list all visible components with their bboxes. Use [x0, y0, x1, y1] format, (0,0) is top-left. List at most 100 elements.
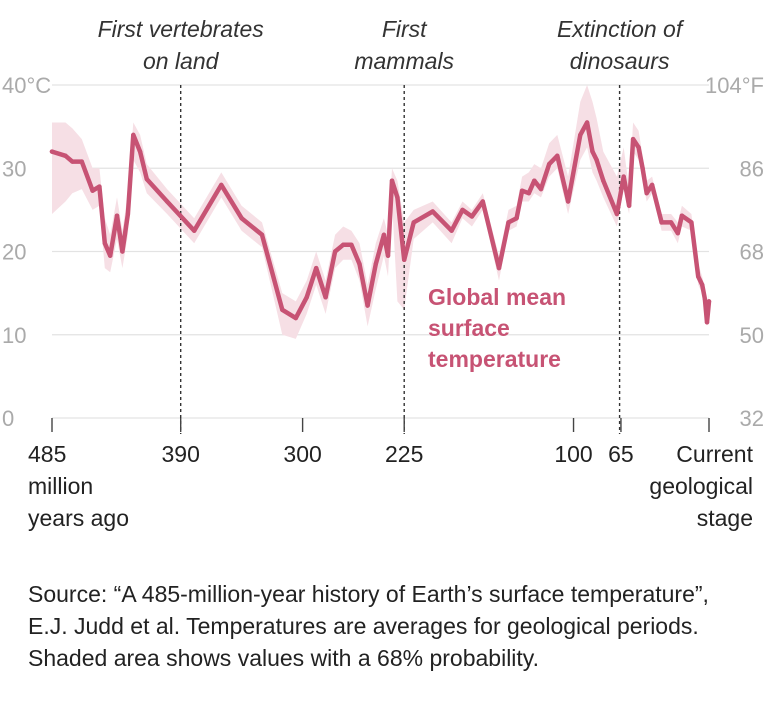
data-point-18: [259, 232, 265, 237]
data-point-28: [365, 303, 370, 308]
data-point-30: [381, 232, 387, 237]
x-tick-label-100-0: 100: [554, 441, 592, 467]
data-point-5: [97, 184, 102, 189]
y-tick-c-20: 20: [2, 240, 26, 265]
series-label-line-1: surface: [428, 315, 510, 341]
data-point-19: [280, 307, 285, 312]
data-point-67: [679, 213, 685, 218]
temperature-line: [49, 120, 712, 325]
data-point-68: [689, 220, 694, 225]
data-point-46: [532, 178, 537, 183]
data-point-50: [565, 199, 571, 204]
y-tick-c-10: 10: [2, 323, 26, 348]
x-tick-label-485-0: 485: [28, 441, 66, 467]
data-point-61: [640, 166, 645, 171]
data-point-10: [125, 211, 131, 217]
data-point-49: [555, 153, 560, 158]
x-tick-label-65-0: 65: [608, 441, 634, 467]
data-point-1: [63, 153, 68, 158]
data-point-63: [649, 182, 655, 188]
data-point-35: [411, 220, 416, 225]
data-point-65: [668, 220, 674, 225]
data-point-25: [341, 242, 346, 247]
data-point-33: [395, 195, 400, 200]
data-point-56: [614, 211, 620, 217]
data-point-72: [704, 320, 710, 325]
data-point-27: [357, 261, 362, 267]
data-point-66: [675, 231, 680, 236]
data-point-44: [519, 188, 525, 193]
y-tick-c-40: 40°C: [2, 73, 51, 98]
fahrenheit-axis: 32 50 68 86 104°F: [705, 73, 764, 431]
data-point-22: [314, 265, 319, 271]
series-label-line-0: Global mean: [428, 284, 566, 310]
data-point-59: [630, 136, 636, 142]
data-point-58: [626, 203, 632, 208]
y-tick-f-68: 68: [740, 240, 764, 265]
data-point-42: [506, 220, 511, 225]
y-tick-f-86: 86: [740, 156, 764, 181]
data-point-41: [496, 265, 502, 271]
data-point-2: [70, 159, 75, 164]
y-tick-f-104: 104°F: [705, 73, 764, 98]
data-point-4: [90, 188, 95, 193]
temperature-chart: First vertebrates on land First mammals Exti…: [2, 16, 764, 531]
x-tick-label-0-2: stage: [697, 505, 753, 531]
data-point-21: [304, 295, 309, 300]
y-tick-c-0: 0: [2, 406, 14, 431]
series-line-layer: [49, 120, 712, 325]
data-point-0: [49, 149, 55, 154]
data-point-3: [79, 159, 85, 164]
data-point-45: [526, 191, 531, 196]
y-tick-c-30: 30: [2, 156, 26, 181]
data-point-9: [120, 249, 125, 254]
series-label-line-2: temperature: [428, 346, 561, 372]
data-point-47: [538, 186, 544, 192]
x-tick-label-225-0: 225: [385, 441, 423, 467]
data-point-15: [192, 228, 197, 233]
data-point-57: [621, 174, 626, 179]
data-point-29: [373, 261, 378, 267]
data-point-53: [590, 149, 595, 154]
event-label-1-0: First: [382, 16, 428, 42]
data-point-11: [131, 132, 136, 138]
data-point-51: [578, 132, 583, 138]
data-point-40: [480, 199, 485, 204]
data-point-23: [323, 295, 328, 300]
data-point-54: [594, 157, 599, 163]
data-point-20: [293, 315, 298, 321]
event-label-2-0: Extinction of: [557, 16, 685, 42]
data-point-12: [137, 149, 143, 154]
data-point-43: [514, 216, 519, 221]
x-tick-label-390-0: 390: [162, 441, 200, 467]
celsius-axis: 0 10 20 30 40°C: [2, 73, 51, 431]
data-point-13: [144, 176, 149, 182]
y-tick-f-32: 32: [740, 406, 764, 431]
x-tick-label-300-0: 300: [283, 441, 321, 467]
data-point-52: [584, 120, 590, 125]
data-point-38: [460, 207, 465, 213]
data-point-69: [696, 274, 701, 279]
confidence-band: [52, 85, 709, 339]
x-tick-label-0-1: geological: [649, 473, 753, 499]
data-point-6: [102, 241, 108, 246]
data-point-39: [469, 214, 475, 219]
data-point-60: [636, 145, 641, 150]
data-point-26: [349, 242, 354, 247]
data-point-31: [385, 253, 391, 258]
data-point-55: [601, 178, 606, 183]
event-label-0-0: First vertebrates: [98, 16, 265, 42]
data-point-37: [449, 228, 454, 233]
x-tick-label-0-0: Current: [676, 441, 753, 467]
data-point-17: [239, 216, 244, 221]
data-point-64: [659, 220, 664, 225]
event-label-1-1: mammals: [354, 48, 454, 74]
data-point-36: [430, 209, 435, 214]
data-point-14: [164, 199, 170, 204]
data-point-8: [114, 213, 120, 218]
data-point-16: [219, 182, 224, 188]
event-label-0-1: on land: [143, 48, 220, 74]
x-axis: 485 million years ago 390 300 225 100 65 Current…: [28, 418, 754, 531]
data-point-70: [700, 282, 705, 287]
x-tick-label-485-1: million: [28, 473, 93, 499]
